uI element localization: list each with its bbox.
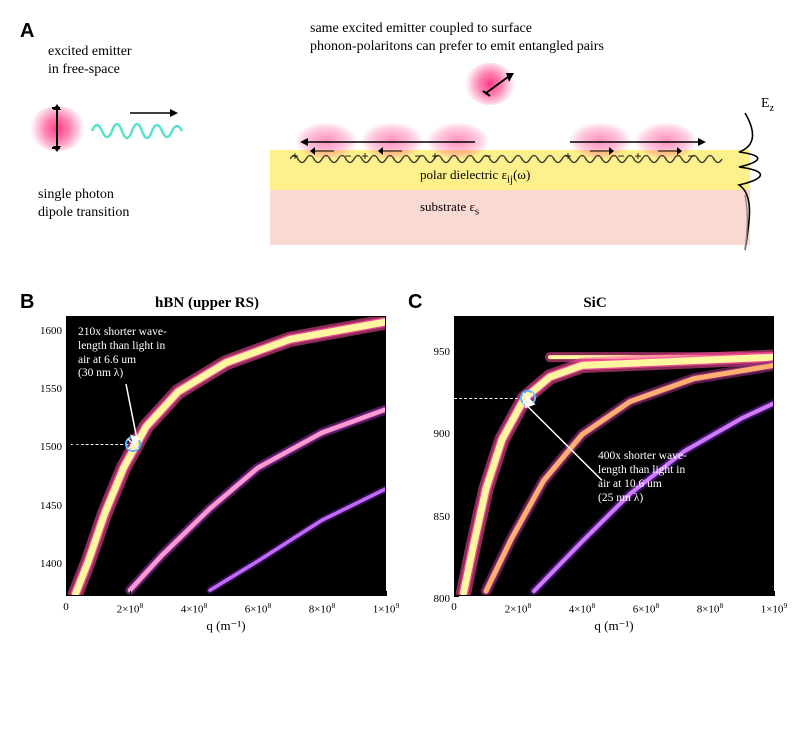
x-tick-label: 4×108	[569, 601, 596, 616]
y-tick-label: 1600	[32, 325, 62, 337]
film-label: polar dielectric εij(ω)	[420, 167, 530, 186]
substrate-label-text: substrate ε	[420, 199, 475, 214]
panel-b: B hBN (upper RS) 210x shorter wave- leng…	[20, 295, 394, 634]
x-tick-label: 1×109	[373, 601, 400, 616]
x-tick-label: 8×108	[697, 601, 724, 616]
inset-arrow-icon	[454, 316, 774, 596]
x-tick-label: 2×108	[117, 601, 144, 616]
x-tick-label: 4×108	[181, 601, 208, 616]
dipole-arrowhead-up	[53, 104, 61, 110]
panel-c: C SiC 400x shorter wave- length than lig…	[408, 295, 782, 634]
panel-a-left-top-caption: excited emitter in free-space	[48, 43, 240, 78]
polariton-slab: polar dielectric εij(ω) substrate εs	[270, 105, 750, 245]
figure-root: A excited emitter in free-space	[20, 20, 782, 634]
inset-arrow-icon	[66, 316, 386, 596]
polariton-arrow-left	[300, 137, 480, 147]
substrate-label: substrate εs	[420, 199, 479, 218]
panel-b-title: hBN (upper RS)	[20, 295, 394, 312]
photon-propagation-arrow	[130, 108, 180, 118]
x-tick-line	[194, 591, 195, 596]
panel-a-right: same excited emitter coupled to surface …	[270, 20, 782, 265]
polariton-arrow-right	[570, 137, 710, 147]
y-tick-label: 1500	[32, 441, 62, 453]
panel-c-label: C	[408, 291, 422, 314]
charge-plus: +	[430, 149, 440, 163]
y-tick-label: 1400	[32, 558, 62, 570]
x-tick-line	[322, 591, 323, 596]
x-tick-label: 0	[63, 601, 69, 613]
charge-plus: +	[563, 149, 573, 163]
y-tick-line	[66, 386, 71, 387]
x-tick-label: 0	[451, 601, 457, 613]
y-tick-line	[66, 328, 71, 329]
y-tick-label: 1450	[32, 500, 62, 512]
y-tick-label: 900	[420, 428, 450, 440]
panel-b-chart-area: 210x shorter wave- length than light in …	[66, 316, 386, 596]
panel-a-label: A	[20, 20, 240, 43]
y-tick-label: 1550	[32, 383, 62, 395]
x-tick-line	[130, 591, 131, 596]
y-tick-label: 800	[420, 593, 450, 605]
panel-c-title: SiC	[408, 295, 782, 312]
x-tick-label: 6×108	[245, 601, 272, 616]
x-tick-line	[454, 591, 455, 596]
charge-minus: −	[483, 149, 493, 163]
photon-wave-icon	[90, 116, 200, 146]
x-tick-line	[646, 591, 647, 596]
ez-label-sub: z	[770, 103, 775, 114]
panel-b-y-label: Wavenumber (cm⁻¹)	[68, 411, 84, 519]
x-tick-label: 8×108	[309, 601, 336, 616]
y-tick-label: 850	[420, 511, 450, 523]
y-tick-line	[454, 349, 459, 350]
x-tick-line	[386, 591, 387, 596]
x-tick-label: 6×108	[633, 601, 660, 616]
panel-a-left: A excited emitter in free-space	[20, 20, 240, 265]
x-tick-line	[518, 591, 519, 596]
x-tick-line	[66, 591, 67, 596]
dipole-arrow-line	[56, 108, 58, 148]
panel-a-right-caption: same excited emitter coupled to surface …	[310, 20, 782, 55]
y-tick-label: 950	[420, 346, 450, 358]
charge-minus: −	[686, 149, 696, 163]
panels-bc-row: B hBN (upper RS) 210x shorter wave- leng…	[20, 295, 782, 634]
y-tick-line	[66, 561, 71, 562]
dipole-arrowhead-down	[53, 146, 61, 152]
film-label-tail: (ω)	[513, 167, 530, 182]
charge-minus: −	[413, 149, 423, 163]
charge-plus: +	[360, 149, 370, 163]
panel-c-y-label: Wavenumber (cm⁻¹)	[456, 411, 472, 519]
substrate-label-sub: s	[475, 206, 479, 218]
x-tick-line	[582, 591, 583, 596]
panel-a: A excited emitter in free-space	[20, 20, 782, 265]
charge-plus: +	[290, 149, 300, 163]
panel-c-chart-area: 400x shorter wave- length than light in …	[454, 316, 774, 596]
panel-b-label: B	[20, 291, 34, 314]
tilted-dipole-icon	[482, 71, 516, 99]
x-tick-label: 1×109	[761, 601, 788, 616]
y-tick-line	[454, 596, 459, 597]
x-tick-line	[774, 591, 775, 596]
x-tick-line	[258, 591, 259, 596]
charge-plus: +	[633, 149, 643, 163]
substrate-layer	[270, 190, 750, 245]
svg-text:Ez: Ez	[761, 96, 775, 114]
x-tick-line	[710, 591, 711, 596]
ez-label-text: E	[761, 96, 770, 111]
film-label-text: polar dielectric ε	[420, 167, 507, 182]
panel-a-left-bottom-caption: single photon dipole transition	[38, 186, 240, 221]
panel-b-x-label: q (m⁻¹)	[66, 618, 386, 634]
x-tick-label: 2×108	[505, 601, 532, 616]
charge-wave-icon	[290, 152, 730, 166]
charge-minus: −	[616, 149, 626, 163]
panel-c-x-label: q (m⁻¹)	[454, 618, 774, 634]
charge-minus: −	[343, 149, 353, 163]
ez-field-curve-icon: Ez	[725, 95, 780, 260]
